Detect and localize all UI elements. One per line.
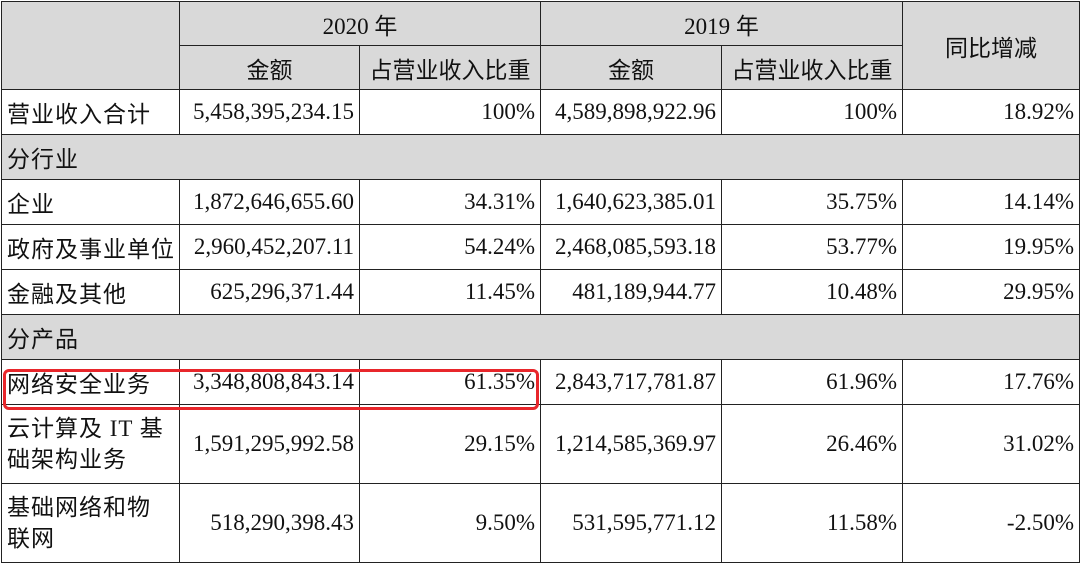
header-blank xyxy=(1,1,180,90)
share-2019: 53.77% xyxy=(721,224,903,270)
amount-2020: 1,872,646,655.60 xyxy=(179,179,360,225)
header-year-2019: 2019 年 xyxy=(540,1,903,46)
share-2020: 34.31% xyxy=(359,179,541,225)
share-2020: 11.45% xyxy=(359,269,541,315)
table-row: 政府及事业单位 2,960,452,207.11 54.24% 2,468,08… xyxy=(1,224,1080,270)
share-2019: 100% xyxy=(721,89,903,135)
share-2020: 29.15% xyxy=(359,404,541,484)
table-row: 企业 1,872,646,655.60 34.31% 1,640,623,385… xyxy=(1,179,1080,225)
header-year-2020: 2020 年 xyxy=(179,1,541,46)
share-2020: 9.50% xyxy=(359,483,541,563)
yoy-change: 19.95% xyxy=(902,224,1080,270)
table-row: 基础网络和物联网 518,290,398.43 9.50% 531,595,77… xyxy=(1,483,1080,563)
amount-2019: 4,589,898,922.96 xyxy=(540,89,722,135)
amount-2020: 625,296,371.44 xyxy=(179,269,360,315)
amount-2020: 518,290,398.43 xyxy=(179,483,360,563)
section-label: 分行业 xyxy=(1,134,1080,180)
row-label: 云计算及 IT 基础架构业务 xyxy=(1,404,180,484)
header-yoy: 同比增减 xyxy=(902,1,1080,90)
share-2019: 10.48% xyxy=(721,269,903,315)
amount-2019: 1,214,585,369.97 xyxy=(540,404,722,484)
section-label: 分产品 xyxy=(1,314,1080,360)
share-2020: 100% xyxy=(359,89,541,135)
row-label: 基础网络和物联网 xyxy=(1,483,180,563)
amount-2019: 531,595,771.12 xyxy=(540,483,722,563)
section-row-product: 分产品 xyxy=(1,314,1080,360)
amount-2019: 2,468,085,593.18 xyxy=(540,224,722,270)
table-row: 云计算及 IT 基础架构业务 1,591,295,992.58 29.15% 1… xyxy=(1,404,1080,484)
amount-2019: 1,640,623,385.01 xyxy=(540,179,722,225)
share-2019: 61.96% xyxy=(721,359,903,405)
revenue-table: 2020 年 2019 年 同比增减 金额 占营业收入比重 金额 占营业收入比重… xyxy=(1,1,1080,563)
row-label: 政府及事业单位 xyxy=(1,224,180,270)
amount-2020: 1,591,295,992.58 xyxy=(179,404,360,484)
section-row-industry: 分行业 xyxy=(1,134,1080,180)
row-label: 金融及其他 xyxy=(1,269,180,315)
table-row: 金融及其他 625,296,371.44 11.45% 481,189,944.… xyxy=(1,269,1080,315)
share-2020: 61.35% xyxy=(359,359,541,405)
row-label: 网络安全业务 xyxy=(1,359,180,405)
table-row-total: 营业收入合计 5,458,395,234.15 100% 4,589,898,9… xyxy=(1,89,1080,135)
yoy-change: -2.50% xyxy=(902,483,1080,563)
share-2019: 35.75% xyxy=(721,179,903,225)
share-2020: 54.24% xyxy=(359,224,541,270)
amount-2020: 3,348,808,843.14 xyxy=(179,359,360,405)
amount-2019: 481,189,944.77 xyxy=(540,269,722,315)
yoy-change: 31.02% xyxy=(902,404,1080,484)
amount-2019: 2,843,717,781.87 xyxy=(540,359,722,405)
yoy-change: 18.92% xyxy=(902,89,1080,135)
header-share-2020: 占营业收入比重 xyxy=(359,45,541,90)
header-amount-2020: 金额 xyxy=(179,45,360,90)
amount-2020: 5,458,395,234.15 xyxy=(179,89,360,135)
row-label: 企业 xyxy=(1,179,180,225)
header-share-2019: 占营业收入比重 xyxy=(721,45,903,90)
yoy-change: 29.95% xyxy=(902,269,1080,315)
yoy-change: 17.76% xyxy=(902,359,1080,405)
yoy-change: 14.14% xyxy=(902,179,1080,225)
share-2019: 26.46% xyxy=(721,404,903,484)
share-2019: 11.58% xyxy=(721,483,903,563)
amount-2020: 2,960,452,207.11 xyxy=(179,224,360,270)
header-amount-2019: 金额 xyxy=(540,45,722,90)
row-label: 营业收入合计 xyxy=(1,89,180,135)
table-row: 网络安全业务 3,348,808,843.14 61.35% 2,843,717… xyxy=(1,359,1080,405)
